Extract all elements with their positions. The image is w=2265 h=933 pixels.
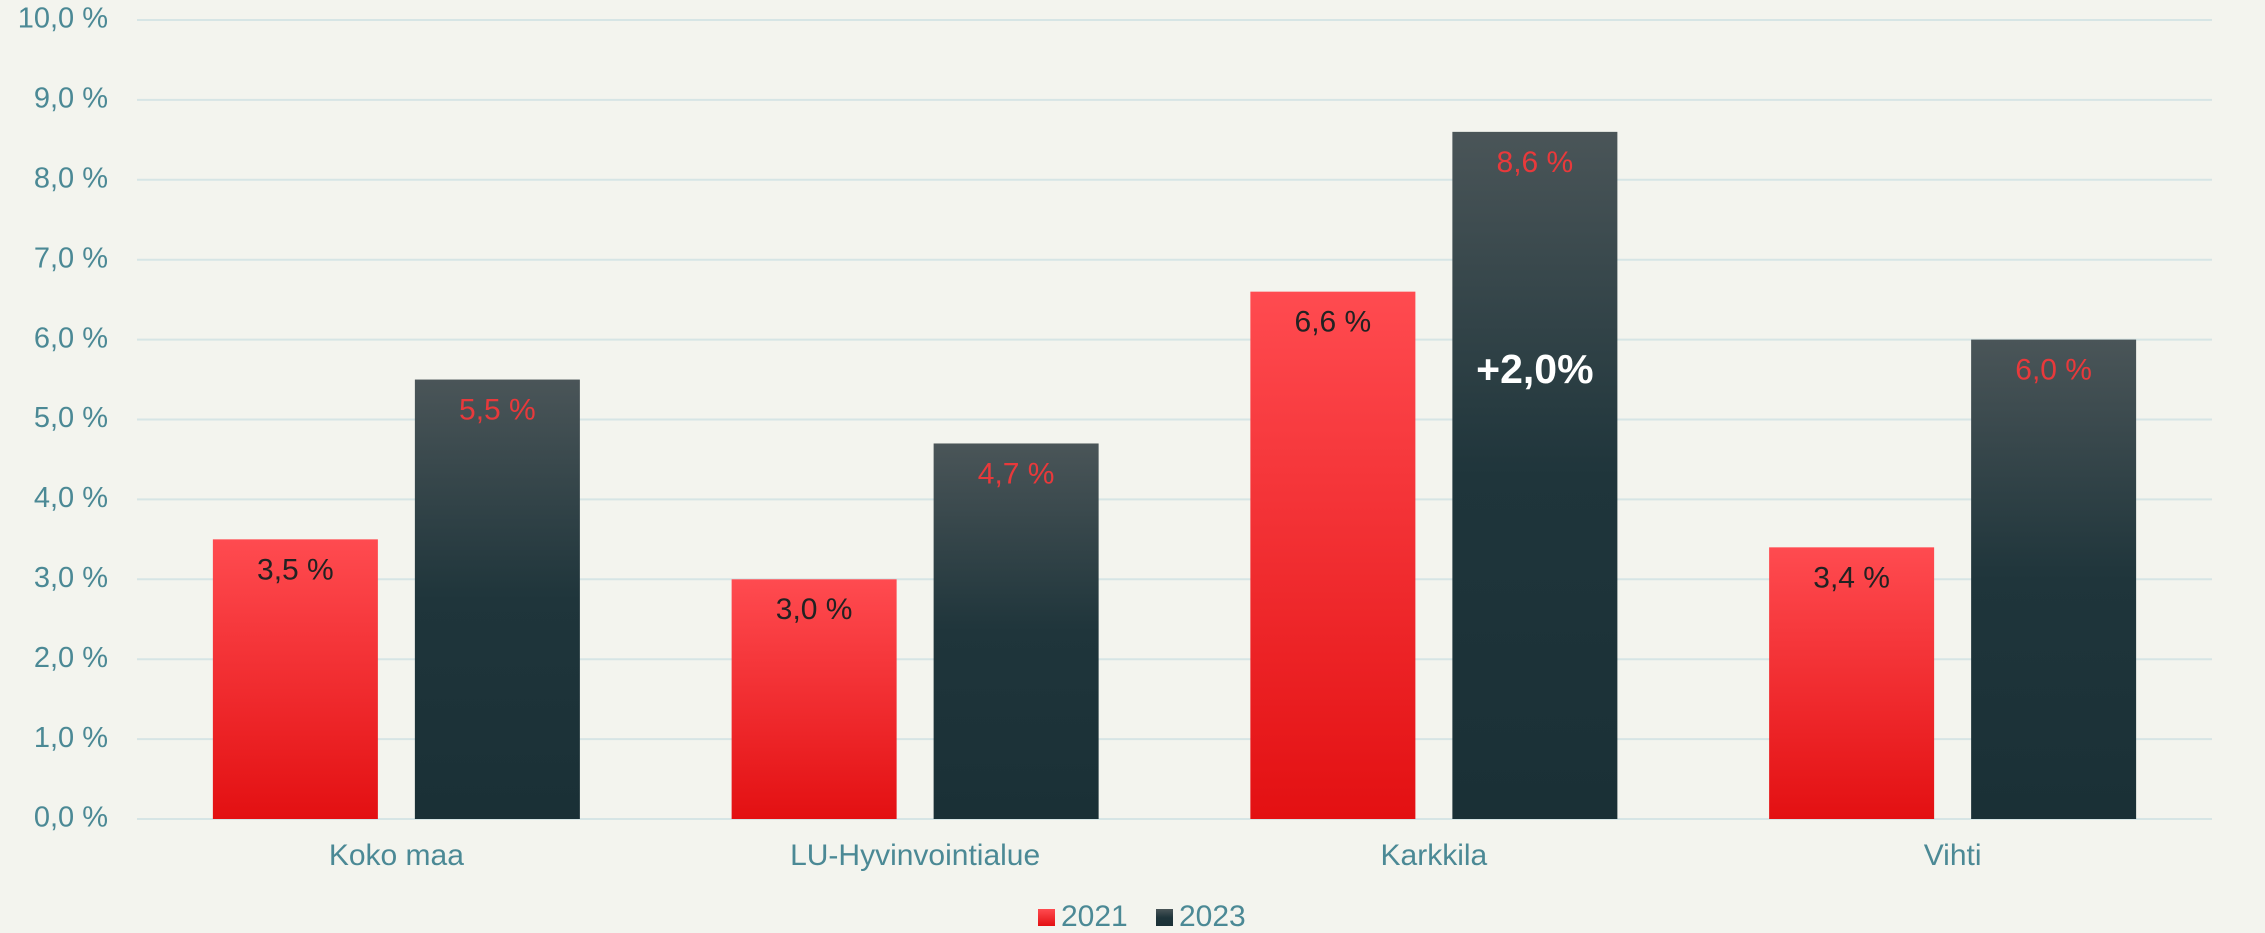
value-label: 6,6 % (1295, 306, 1372, 339)
y-tick-label: 9,0 % (34, 83, 108, 115)
y-tick-label: 3,0 % (34, 562, 108, 594)
value-label: 3,4 % (1813, 561, 1890, 594)
x-tick-label: Koko maa (329, 839, 464, 872)
value-label: 3,0 % (776, 593, 853, 626)
value-label: 8,6 % (1497, 146, 1574, 179)
bar (1769, 547, 1935, 819)
legend-label: 2023 (1179, 900, 1246, 933)
x-tick-label: Vihti (1924, 839, 1982, 872)
x-tick-label: LU-Hyvinvointialue (790, 839, 1040, 872)
value-label: 3,5 % (257, 553, 334, 586)
bar (1250, 291, 1416, 819)
legend-swatch (1038, 909, 1055, 926)
legend-swatch (1156, 909, 1173, 926)
bar (731, 579, 897, 819)
value-label: 6,0 % (2015, 354, 2092, 387)
y-tick-label: 10,0 % (18, 3, 108, 35)
value-label: 4,7 % (978, 457, 1055, 490)
y-tick-label: 4,0 % (34, 482, 108, 514)
y-tick-label: 2,0 % (34, 642, 108, 674)
y-tick-label: 6,0 % (34, 322, 108, 354)
bar (212, 539, 378, 819)
y-tick-label: 7,0 % (34, 242, 108, 274)
y-tick-label: 1,0 % (34, 722, 108, 754)
bar (1452, 131, 1618, 820)
y-tick-label: 5,0 % (34, 402, 108, 434)
value-label: 5,5 % (459, 393, 536, 426)
y-tick-label: 0,0 % (34, 802, 108, 834)
bar (933, 443, 1099, 819)
y-tick-label: 8,0 % (34, 162, 108, 194)
annotation: +2,0% (1476, 346, 1593, 392)
bar (1971, 339, 2137, 819)
x-tick-label: Karkkila (1381, 839, 1488, 872)
bar (414, 379, 580, 819)
legend-label: 2021 (1061, 900, 1128, 933)
